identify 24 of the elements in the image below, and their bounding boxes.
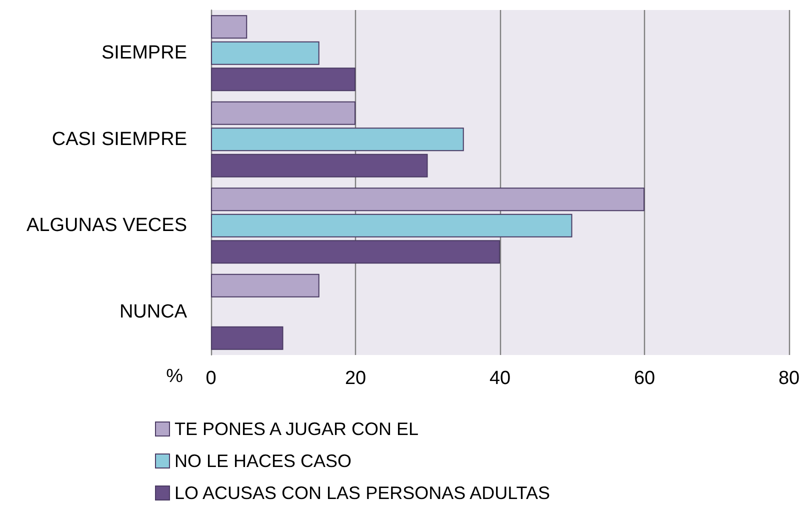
bar xyxy=(211,326,284,350)
y-tick-label: ALGUNAS VECES xyxy=(26,215,187,236)
legend-label: TE PONES A JUGAR CON EL xyxy=(174,419,419,439)
bar xyxy=(211,240,500,264)
bar xyxy=(211,188,644,212)
bar xyxy=(211,214,572,238)
bar xyxy=(211,101,356,125)
bar xyxy=(211,15,248,39)
x-tick-label: 60 xyxy=(634,368,656,389)
bar xyxy=(211,154,428,178)
x-tick-label: 40 xyxy=(489,368,511,389)
y-tick-label: SIEMPRE xyxy=(101,42,187,64)
legend-label: NO LE HACES CASO xyxy=(174,451,352,471)
y-tick-label: CASI SIEMPRE xyxy=(52,128,187,150)
bar xyxy=(211,41,320,65)
bar xyxy=(211,274,320,298)
x-tick-label: 80 xyxy=(778,368,800,389)
bar xyxy=(211,128,464,152)
x-tick-label: 0 xyxy=(206,368,216,389)
x-axis-title: % xyxy=(166,366,184,387)
x-tick-label: 20 xyxy=(344,368,366,389)
y-tick-label: NUNCA xyxy=(119,301,188,322)
legend-label: LO ACUSAS CON LAS PERSONAS ADULTAS xyxy=(174,483,550,503)
bar xyxy=(211,68,356,92)
